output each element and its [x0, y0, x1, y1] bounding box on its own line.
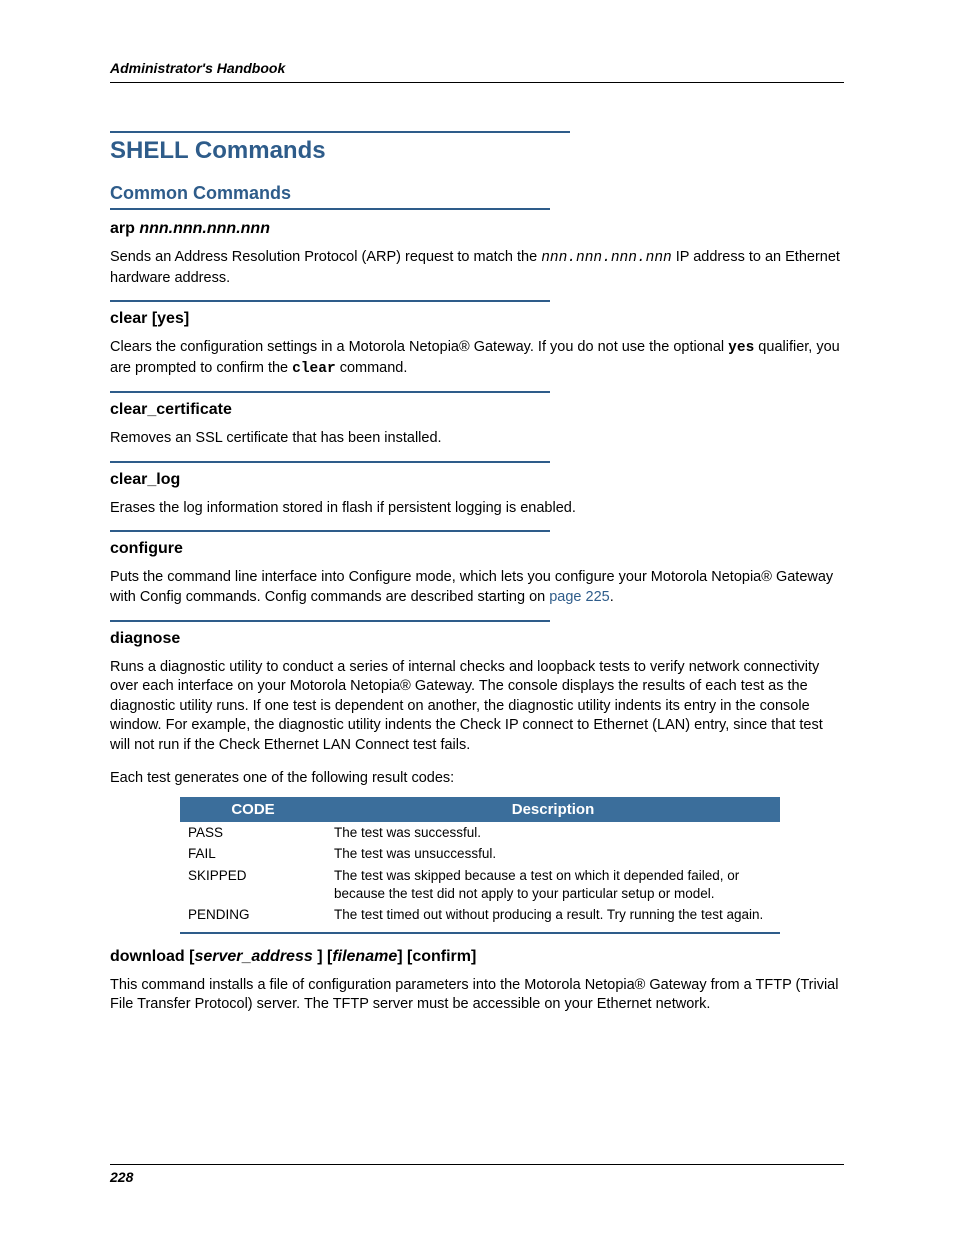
- cmd-clear-log-desc: Erases the log information stored in fla…: [110, 499, 844, 519]
- result-codes-table-wrap: CODE Description PASS The test was succe…: [180, 797, 780, 934]
- section-subtitle: Common Commands: [110, 183, 844, 204]
- cmd-arp-arg: nnn.nnn.nnn.nnn: [139, 220, 270, 237]
- dl-p1: download [: [110, 948, 194, 965]
- cmd-heading-clear-certificate: clear_certificate: [110, 401, 844, 419]
- cmd-clear-desc: Clears the configuration settings in a M…: [110, 338, 844, 379]
- table-header-row: CODE Description: [180, 797, 780, 822]
- cmd-clear-certificate-desc: Removes an SSL certificate that has been…: [110, 429, 844, 449]
- running-header: Administrator's Handbook: [110, 60, 844, 76]
- title-rule: [110, 131, 570, 133]
- cmd-divider: [110, 300, 550, 302]
- configure-desc-pre: Puts the command line interface into Con…: [110, 569, 833, 605]
- col-header-description: Description: [326, 797, 780, 822]
- configure-desc-post: .: [610, 589, 614, 605]
- cmd-heading-clear-log: clear_log: [110, 471, 844, 489]
- subtitle-rule: [110, 208, 550, 210]
- table-row: SKIPPED The test was skipped because a t…: [180, 865, 780, 904]
- cmd-download-desc: This command installs a file of configur…: [110, 976, 844, 1015]
- configure-page-link[interactable]: page 225: [549, 589, 609, 605]
- cmd-arp-desc: Sends an Address Resolution Protocol (AR…: [110, 248, 844, 288]
- page-title: SHELL Commands: [110, 137, 844, 165]
- code-cell: PENDING: [180, 904, 326, 926]
- arp-desc-pre: Sends an Address Resolution Protocol (AR…: [110, 249, 541, 265]
- arp-desc-code: nnn.nnn.nnn.nnn: [541, 250, 672, 266]
- dl-p3: ] [: [317, 948, 332, 965]
- clear-code-yes: yes: [728, 340, 754, 356]
- col-header-code: CODE: [180, 797, 326, 822]
- cmd-divider: [110, 620, 550, 622]
- cmd-heading-download: download [server_address ] [filename] [c…: [110, 948, 844, 966]
- code-cell: FAIL: [180, 843, 326, 865]
- page-footer: 228: [110, 1164, 844, 1185]
- desc-cell: The test was skipped because a test on w…: [326, 865, 780, 904]
- table-row: PENDING The test timed out without produ…: [180, 904, 780, 926]
- dl-p2: server_address: [194, 948, 317, 965]
- result-codes-table: CODE Description PASS The test was succe…: [180, 797, 780, 926]
- desc-cell: The test was successful.: [326, 822, 780, 844]
- cmd-diagnose-desc2: Each test generates one of the following…: [110, 769, 844, 789]
- cmd-configure-desc: Puts the command line interface into Con…: [110, 568, 844, 607]
- dl-p4: filename: [332, 948, 397, 965]
- cmd-divider: [110, 530, 550, 532]
- dl-p5: ] [confirm]: [397, 948, 476, 965]
- table-row: PASS The test was successful.: [180, 822, 780, 844]
- cmd-heading-arp: arp nnn.nnn.nnn.nnn: [110, 220, 844, 238]
- footer-divider: [110, 1164, 844, 1165]
- clear-desc-pre: Clears the configuration settings in a M…: [110, 339, 728, 355]
- cmd-divider: [110, 461, 550, 463]
- code-cell: PASS: [180, 822, 326, 844]
- table-bottom-rule: [180, 932, 780, 934]
- cmd-divider: [110, 391, 550, 393]
- cmd-diagnose-desc1: Runs a diagnostic utility to conduct a s…: [110, 658, 844, 756]
- clear-code-clear: clear: [292, 361, 336, 377]
- code-cell: SKIPPED: [180, 865, 326, 904]
- desc-cell: The test timed out without producing a r…: [326, 904, 780, 926]
- clear-desc-post: command.: [336, 360, 408, 376]
- cmd-heading-configure: configure: [110, 540, 844, 558]
- table-row: FAIL The test was unsuccessful.: [180, 843, 780, 865]
- header-divider: [110, 82, 844, 83]
- cmd-arp-prefix: arp: [110, 220, 139, 237]
- cmd-heading-clear: clear [yes]: [110, 310, 844, 328]
- desc-cell: The test was unsuccessful.: [326, 843, 780, 865]
- page-number: 228: [110, 1169, 844, 1185]
- cmd-heading-diagnose: diagnose: [110, 630, 844, 648]
- document-page: Administrator's Handbook SHELL Commands …: [0, 0, 954, 1235]
